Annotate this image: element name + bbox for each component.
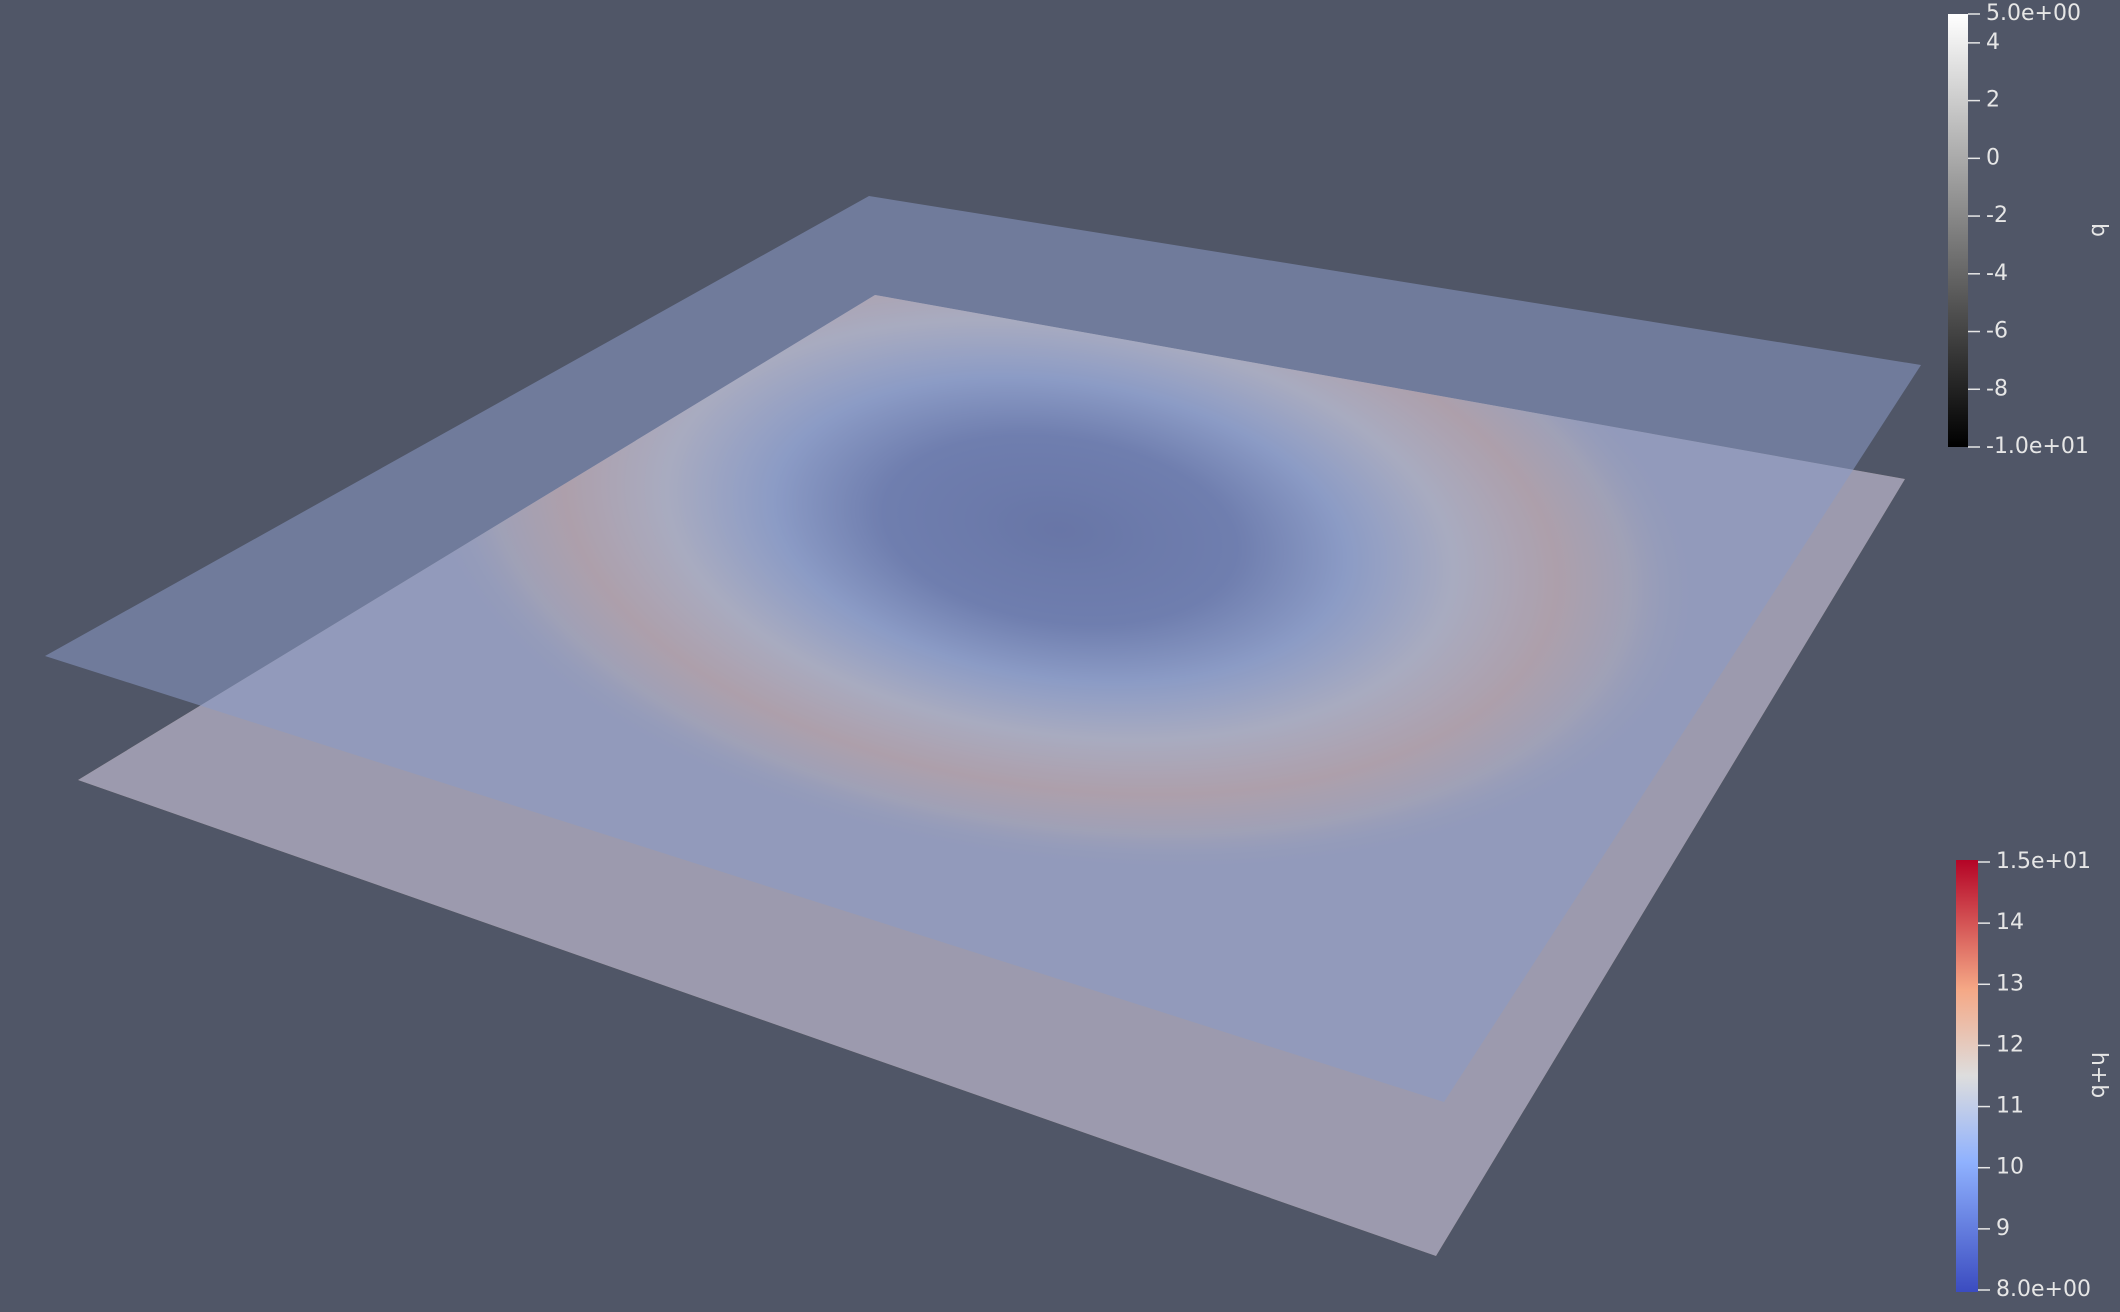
legend-title: b: [2086, 223, 2111, 237]
tick-label: 1.5e+01: [1996, 849, 2091, 874]
tick-label: -6: [1986, 319, 2008, 344]
tick-label: 10: [1996, 1155, 2024, 1180]
tick-label: -1.0e+01: [1986, 434, 2089, 459]
tick-label: 2: [1986, 88, 2000, 113]
tick-label: 13: [1996, 971, 2024, 996]
tick-label: 0: [1986, 145, 2000, 170]
tick-label: 9: [1996, 1216, 2010, 1241]
tick-label: 12: [1996, 1032, 2024, 1057]
tick-label: -4: [1986, 261, 2008, 286]
tick-label: 14: [1996, 910, 2024, 935]
tick-label: 8.0e+00: [1996, 1277, 2091, 1302]
tick-label: 5.0e+00: [1986, 1, 2081, 26]
upper-plane: [45, 196, 1921, 1102]
color-bar-b: [1948, 14, 1968, 447]
legend-title: h+b: [2086, 1052, 2111, 1098]
color-bar-h-b: [1956, 860, 1978, 1292]
tick-label: -8: [1986, 376, 2008, 401]
tick-label: 11: [1996, 1094, 2024, 1119]
tick-label: -2: [1986, 203, 2008, 228]
tick-label: 4: [1986, 30, 2000, 55]
